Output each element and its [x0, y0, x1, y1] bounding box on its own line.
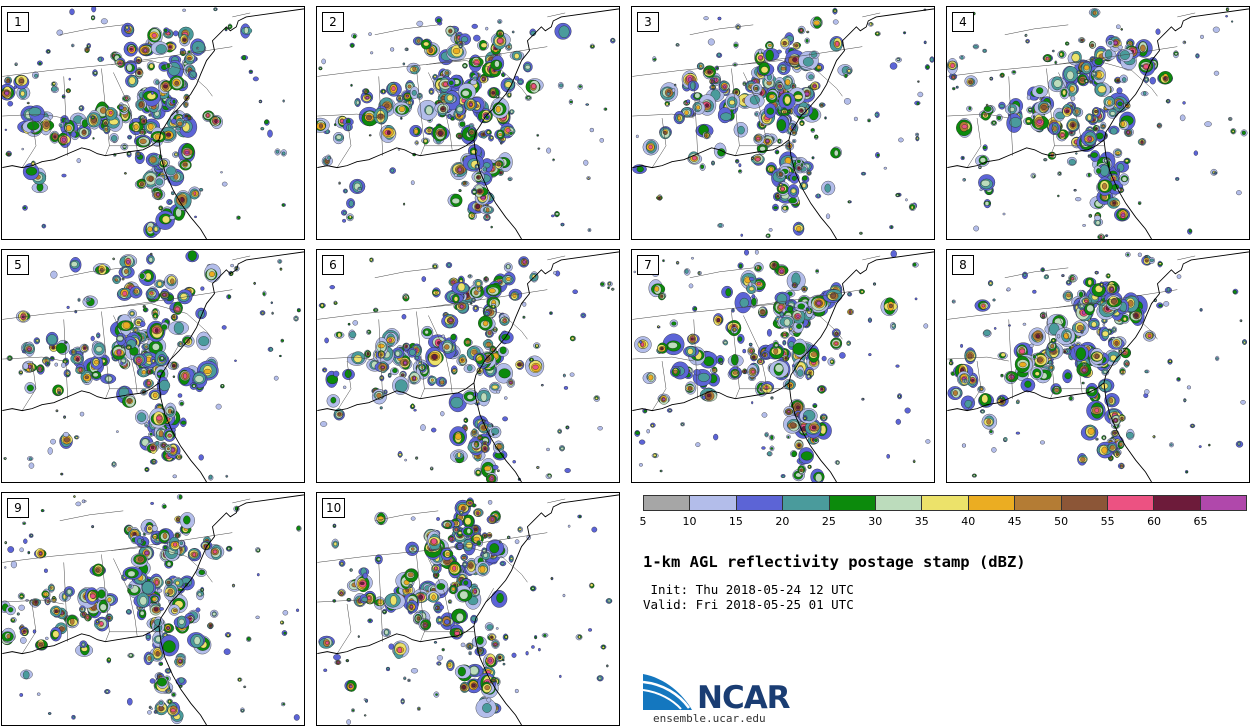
ensemble-member-panel: 2	[316, 6, 620, 240]
colorbar-tick-label: 5	[639, 515, 647, 528]
colorbar-tick-label: 50	[1054, 515, 1069, 528]
coastline	[947, 251, 1249, 482]
ncar-logo-icon	[643, 674, 692, 710]
colorbar-segment	[736, 496, 784, 510]
colorbar-segment	[968, 496, 1016, 510]
ensemble-member-panel: 3	[631, 6, 935, 240]
storm-cells	[317, 16, 616, 233]
reflectivity-map	[947, 7, 1249, 239]
reflectivity-map	[317, 251, 619, 482]
coastline	[2, 8, 304, 239]
storm-cells	[633, 250, 931, 482]
colorbar-tick-label: 55	[1100, 515, 1115, 528]
coastline	[632, 251, 934, 482]
reflectivity-map	[317, 8, 619, 239]
member-number-label: 4	[952, 12, 974, 32]
member-number-label: 9	[7, 498, 29, 518]
colorbar-tick-label: 45	[1007, 515, 1022, 528]
reflectivity-map	[2, 250, 304, 482]
coastline	[2, 494, 304, 725]
colorbar-segment	[829, 496, 876, 510]
state-borders	[317, 12, 566, 168]
colorbar-tick-label: 35	[914, 515, 929, 528]
reflectivity-map	[947, 251, 1249, 482]
storm-cells	[3, 250, 301, 481]
member-number-label: 10	[322, 498, 346, 518]
plot-title: 1-km AGL reflectivity postage stamp (dBZ…	[643, 553, 1026, 571]
colorbar-tick-label: 40	[961, 515, 976, 528]
colorbar-segment	[1107, 496, 1155, 510]
coastline	[317, 251, 619, 482]
colorbar-tick-label: 60	[1147, 515, 1162, 528]
colorbar-segment	[690, 496, 737, 510]
reflectivity-map	[317, 494, 619, 725]
member-number-label: 6	[322, 255, 344, 275]
state-borders	[632, 255, 881, 411]
ensemble-member-panel: 4	[946, 6, 1250, 240]
member-number-label: 1	[7, 12, 29, 32]
colorbar-segment	[1154, 496, 1201, 510]
storm-cells	[947, 251, 1247, 478]
reflectivity-map	[632, 250, 934, 482]
logo-url: ensemble.ucar.edu	[653, 712, 766, 725]
ncar-wordmark: NCAR	[697, 680, 791, 716]
state-borders	[2, 12, 251, 168]
member-number-label: 2	[322, 12, 344, 32]
ensemble-member-panel: 7	[631, 249, 935, 483]
colorbar-tick-label: 30	[868, 515, 883, 528]
colorbar-segment	[1200, 496, 1247, 510]
ensemble-member-panel: 1	[1, 6, 305, 240]
state-borders	[947, 12, 1196, 168]
init-time: Init: Thu 2018-05-24 12 UTC	[643, 582, 854, 597]
storm-cells	[632, 7, 934, 239]
ensemble-member-panel: 9	[1, 492, 305, 726]
coastline	[632, 8, 934, 239]
state-borders	[632, 12, 881, 168]
coastline	[947, 8, 1249, 239]
reflectivity-colorbar	[643, 495, 1247, 511]
reflectivity-map	[2, 494, 304, 725]
state-borders	[317, 255, 566, 411]
member-number-label: 3	[637, 12, 659, 32]
ensemble-member-panel: 5	[1, 249, 305, 483]
coastline	[317, 8, 619, 239]
valid-time: Valid: Fri 2018-05-25 01 UTC	[643, 597, 854, 612]
colorbar-segment	[1061, 496, 1108, 510]
storm-cells	[2, 7, 287, 238]
colorbar-tick-label: 65	[1193, 515, 1208, 528]
ensemble-member-panel: 10	[316, 492, 620, 726]
storm-cells	[947, 7, 1248, 239]
coastline	[2, 251, 304, 482]
ensemble-member-panel: 8	[946, 249, 1250, 483]
storm-cells	[318, 497, 613, 725]
colorbar-segment	[875, 496, 923, 510]
member-number-label: 5	[7, 255, 29, 275]
colorbar-tick-label: 10	[682, 515, 697, 528]
colorbar-tick-label: 20	[775, 515, 790, 528]
colorbar-segment	[644, 496, 691, 510]
colorbar-segment	[783, 496, 830, 510]
member-number-label: 8	[952, 255, 974, 275]
member-number-label: 7	[637, 255, 659, 275]
state-borders	[317, 498, 566, 654]
state-borders	[2, 498, 251, 654]
colorbar-segment	[1015, 496, 1062, 510]
colorbar-tick-label: 25	[821, 515, 836, 528]
storm-cells	[318, 256, 615, 482]
reflectivity-map	[2, 7, 304, 239]
storm-cells	[2, 494, 302, 725]
colorbar-tick-label: 15	[728, 515, 743, 528]
reflectivity-map	[632, 7, 934, 239]
coastline	[317, 494, 619, 725]
colorbar-segment	[922, 496, 969, 510]
ensemble-member-panel: 6	[316, 249, 620, 483]
